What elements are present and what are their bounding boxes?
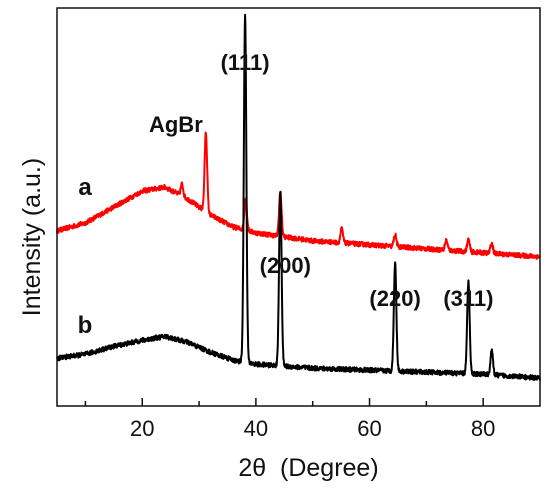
peak-annotation: AgBr — [149, 112, 203, 137]
x-tick-label: 40 — [244, 416, 268, 441]
x-tick-label: 20 — [130, 416, 154, 441]
series-layer — [57, 15, 540, 381]
peak-annotation: (111) — [221, 50, 270, 75]
peak-annotation: (220) — [369, 286, 420, 311]
peak-annotation: (200) — [260, 253, 311, 278]
series-a-line — [57, 132, 540, 258]
x-axis-title: 2θ (Degree) — [238, 454, 378, 482]
series-label-b: b — [78, 312, 93, 339]
y-axis-title: Intensity (a.u.) — [18, 158, 46, 316]
x-tick-label: 60 — [357, 416, 381, 441]
plot-frame — [57, 8, 540, 406]
peak-annotation: (311) — [443, 286, 493, 311]
ticks-layer — [85, 398, 483, 406]
x-tick-label: 80 — [471, 416, 495, 441]
series-label-a: a — [78, 174, 92, 201]
labels-layer: 20 40 60 80 a b (111) AgBr (200) (220) (311) — [78, 50, 496, 441]
